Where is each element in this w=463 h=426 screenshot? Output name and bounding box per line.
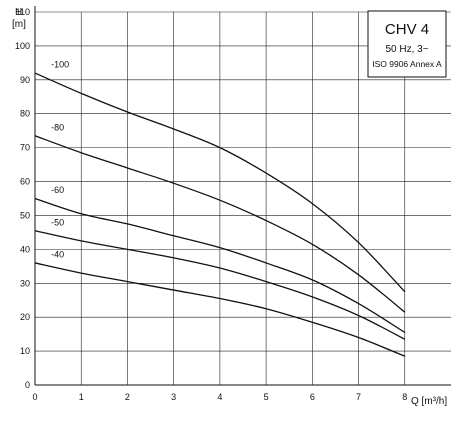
y-tick-label: 0 [25,380,30,390]
y-axis-unit: [m] [12,19,26,30]
legend-border [367,10,447,78]
curve-100 [34,72,406,293]
curve-label-60: -60 [51,185,64,195]
curve-label-80: -80 [51,122,64,132]
y-tick-label: 10 [20,346,30,356]
y-tick-label: 90 [20,75,30,85]
curve-80 [34,135,406,313]
curve-50 [34,230,406,340]
x-axis-label: Q [m³/h] [411,396,447,407]
x-tick-label: 4 [217,392,222,402]
axes [34,6,451,386]
y-tick-label: 110 [16,7,30,17]
tick-labels: 0 10 20 30 40 50 60 70 80 90 100 110 0 1 2 3 4 5 6 7 8 [15,7,407,402]
curve-label-50: -50 [51,217,64,227]
curve-label-100: -100 [51,60,69,70]
x-tick-label: 6 [310,392,315,402]
x-tick-label: 0 [32,392,37,402]
y-axis-symbol: H [15,7,22,18]
curve-60 [34,197,406,333]
x-tick-label: 7 [356,392,361,402]
x-tick-label: 2 [125,392,130,402]
chart-title: CHV 4 [385,21,429,38]
y-tick-label: 40 [20,244,30,254]
y-tick-label: 30 [20,278,30,288]
legend-box: CHV 4 50 Hz, 3~ ISO 9906 Annex A [367,10,447,78]
y-tick-label: 50 [20,210,30,220]
x-tick-label: 3 [171,392,176,402]
y-tick-label: 60 [20,177,30,187]
x-tick-label: 1 [79,392,84,402]
y-tick-label: 20 [20,312,30,322]
chart-subtitle: 50 Hz, 3~ [385,44,428,55]
y-tick-label: 80 [20,109,30,119]
y-tick-label: 70 [20,143,30,153]
curve-label-40: -40 [51,250,64,260]
chart-standard: ISO 9906 Annex A [372,59,442,69]
x-tick-label: 5 [264,392,269,402]
curve-40 [34,262,406,357]
y-tick-label: 100 [15,41,30,51]
performance-curves: -100 -80 -60 -50 -40 [34,60,406,357]
grid-lines [35,11,451,385]
x-tick-label: 8 [402,392,407,402]
